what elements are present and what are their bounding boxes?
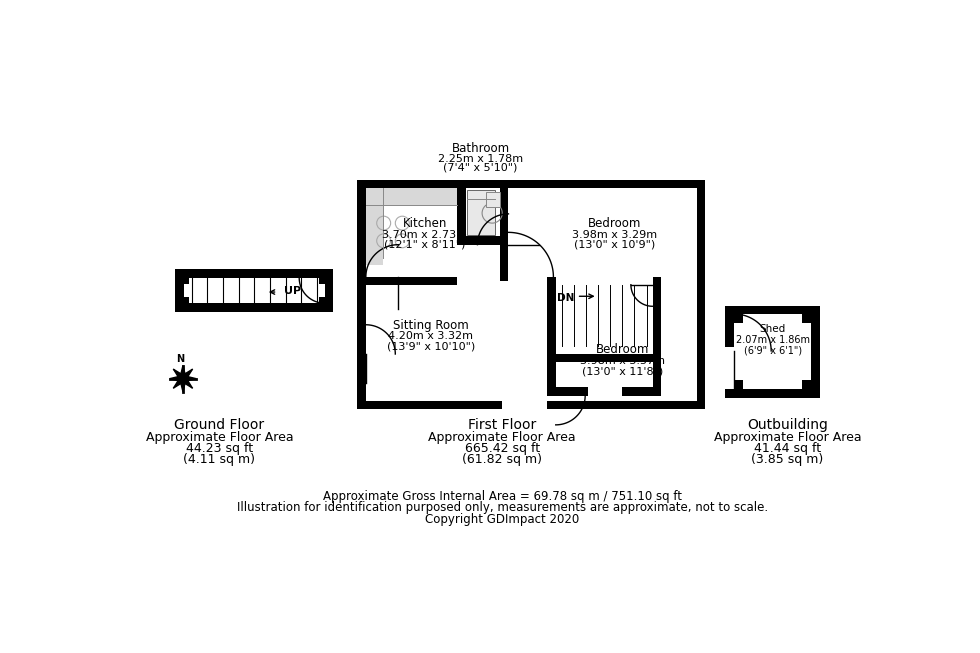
Bar: [175, 303, 333, 311]
Bar: [486, 191, 500, 207]
Text: 44.23 sq ft: 44.23 sq ft: [186, 442, 253, 454]
Text: UP: UP: [284, 285, 302, 296]
Text: Approximate Floor Area: Approximate Floor Area: [713, 431, 861, 444]
Bar: [467, 190, 495, 234]
Text: 4.20m x 3.32m: 4.20m x 3.32m: [388, 331, 473, 342]
Polygon shape: [170, 366, 196, 392]
Bar: [366, 277, 458, 285]
Text: Bathroom: Bathroom: [452, 142, 510, 155]
Bar: [725, 389, 820, 398]
Bar: [811, 306, 820, 398]
Text: Ground Floor: Ground Floor: [174, 418, 265, 432]
Bar: [366, 189, 383, 266]
Bar: [803, 380, 820, 398]
Text: First Floor: First Floor: [468, 418, 536, 432]
Bar: [621, 387, 662, 396]
Bar: [319, 297, 333, 311]
Bar: [458, 189, 466, 236]
Text: (13'0" x 11'8"): (13'0" x 11'8"): [582, 366, 663, 376]
Text: 3.98m x 3.29m: 3.98m x 3.29m: [572, 230, 658, 240]
Bar: [547, 362, 556, 387]
Text: DN: DN: [557, 293, 574, 303]
Bar: [725, 380, 743, 398]
Text: (13'0" x 10'9"): (13'0" x 10'9"): [574, 240, 656, 249]
Text: 2.25m x 1.78m: 2.25m x 1.78m: [438, 153, 523, 163]
Bar: [486, 191, 500, 207]
Bar: [653, 362, 662, 387]
Bar: [725, 306, 820, 314]
Text: (12'1" x 8'11"): (12'1" x 8'11"): [384, 240, 466, 249]
Bar: [467, 190, 495, 234]
Text: Shed: Shed: [760, 325, 786, 334]
Bar: [547, 387, 587, 396]
Text: 3.70m x 2.73m: 3.70m x 2.73m: [382, 230, 467, 240]
Text: Sitting Room: Sitting Room: [393, 319, 468, 332]
Text: Copyright GDImpact 2020: Copyright GDImpact 2020: [425, 513, 579, 526]
Bar: [725, 306, 743, 323]
Bar: [547, 401, 706, 409]
Bar: [175, 269, 333, 278]
Bar: [547, 277, 556, 354]
Text: Bedroom: Bedroom: [596, 343, 649, 357]
Text: Kitchen: Kitchen: [403, 217, 447, 230]
Bar: [358, 401, 502, 409]
Text: Approximate Gross Internal Area = 69.78 sq m / 751.10 sq ft: Approximate Gross Internal Area = 69.78 …: [322, 490, 682, 503]
Text: Approximate Floor Area: Approximate Floor Area: [428, 431, 576, 444]
Bar: [458, 236, 509, 245]
Bar: [358, 180, 366, 409]
Bar: [697, 180, 706, 409]
Text: Illustration for identification purposed only, measurements are approximate, not: Illustration for identification purposed…: [237, 501, 767, 514]
Text: 3.98m x 3.57m: 3.98m x 3.57m: [580, 356, 664, 366]
Text: 665.42 sq ft: 665.42 sq ft: [465, 442, 540, 454]
Bar: [725, 306, 734, 398]
Text: Outbuilding: Outbuilding: [747, 418, 828, 432]
Text: Approximate Floor Area: Approximate Floor Area: [146, 431, 293, 444]
Text: Bedroom: Bedroom: [588, 217, 641, 230]
Text: 2.07m x 1.86m: 2.07m x 1.86m: [736, 335, 809, 345]
Bar: [803, 306, 820, 323]
Bar: [358, 180, 706, 189]
Bar: [500, 189, 509, 236]
Bar: [725, 347, 734, 389]
Bar: [175, 269, 183, 311]
Bar: [500, 236, 509, 281]
Bar: [324, 269, 333, 311]
Bar: [175, 297, 189, 311]
Text: 41.44 sq ft: 41.44 sq ft: [754, 442, 821, 454]
Bar: [175, 269, 189, 284]
Text: N: N: [176, 354, 184, 364]
Text: (6'9" x 6'1"): (6'9" x 6'1"): [744, 345, 802, 355]
Bar: [653, 277, 662, 362]
Text: (4.11 sq m): (4.11 sq m): [183, 453, 256, 466]
Bar: [319, 269, 333, 284]
Bar: [547, 354, 662, 362]
Text: (3.85 sq m): (3.85 sq m): [752, 453, 823, 466]
Text: (61.82 sq m): (61.82 sq m): [463, 453, 542, 466]
Text: (7'4" x 5'10"): (7'4" x 5'10"): [443, 163, 517, 173]
Text: (13'9" x 10'10"): (13'9" x 10'10"): [387, 342, 475, 351]
Bar: [366, 189, 458, 206]
